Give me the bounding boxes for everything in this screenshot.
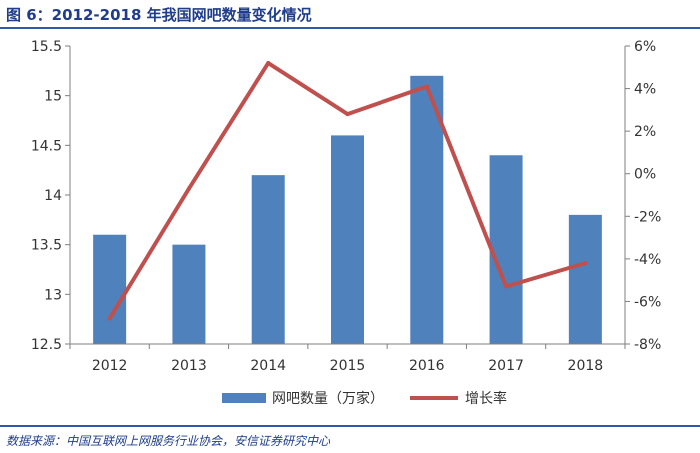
growth-point-2015 xyxy=(345,112,350,117)
bar-line-combo-chart: 12.5 13 13.5 14 14.5 15 15.5 -8% -6% -4% -2% 0% 2% 4%… xyxy=(31,39,661,407)
growth-point-2017 xyxy=(504,284,509,289)
x-tick-label-2017: 2017 xyxy=(488,358,524,374)
bar-series xyxy=(93,75,602,345)
bar-2014 xyxy=(251,175,285,344)
bar-2016 xyxy=(410,75,444,345)
bar-2018 xyxy=(568,214,602,344)
x-tick-label-2014: 2014 xyxy=(250,358,286,374)
bar-2017 xyxy=(489,155,523,344)
right-tick-label: 4% xyxy=(634,82,656,98)
growth-point-2012 xyxy=(107,316,112,321)
right-tick-label: 2% xyxy=(634,124,656,140)
legend-bar-swatch xyxy=(222,393,266,403)
x-tick-label-2013: 2013 xyxy=(171,358,207,374)
x-tick-label-2015: 2015 xyxy=(330,358,366,374)
growth-point-2014 xyxy=(266,61,271,66)
bar-2013 xyxy=(172,244,206,344)
growth-point-2016 xyxy=(424,84,429,89)
left-tick-label: 14.5 xyxy=(31,138,62,154)
legend: 网吧数量（万家） 增长率 xyxy=(222,390,507,407)
x-tick-label-2018: 2018 xyxy=(568,358,604,374)
bar-2015 xyxy=(331,135,364,344)
right-tick-label: -2% xyxy=(634,209,661,225)
x-tick-label-2012: 2012 xyxy=(92,358,128,374)
left-tick-label: 15.5 xyxy=(31,39,62,55)
legend-bar-label: 网吧数量（万家） xyxy=(272,390,384,407)
left-tick-label: 15 xyxy=(44,89,62,105)
right-tick-label: 0% xyxy=(634,167,656,183)
x-tick-label-2016: 2016 xyxy=(409,358,445,374)
figure-header: 图 6：2012-2018 年我国网吧数量变化情况 xyxy=(0,0,700,29)
bar-2012 xyxy=(93,234,127,344)
left-tick-label: 14 xyxy=(44,188,62,204)
right-tick-label: -4% xyxy=(634,252,661,268)
figure-source: 数据来源：中国互联网上网服务行业协会，安信证券研究中心 xyxy=(6,434,331,448)
growth-point-2013 xyxy=(186,186,191,191)
right-tick-label: -8% xyxy=(634,337,661,353)
growth-point-2018 xyxy=(583,261,588,266)
left-tick-label: 12.5 xyxy=(31,337,62,353)
source-divider xyxy=(0,425,700,427)
legend-line-label: 增长率 xyxy=(465,390,507,407)
figure-title: 图 6：2012-2018 年我国网吧数量变化情况 xyxy=(6,6,312,24)
left-tick-label: 13.5 xyxy=(31,238,62,254)
left-tick-label: 13 xyxy=(44,287,62,303)
axes: 12.5 13 13.5 14 14.5 15 15.5 -8% -6% -4% -2% 0% 2% 4%… xyxy=(31,39,661,374)
growth-line-series xyxy=(107,61,588,321)
title-divider xyxy=(0,27,700,29)
right-tick-label: -6% xyxy=(634,294,661,310)
right-tick-label: 6% xyxy=(634,39,656,55)
